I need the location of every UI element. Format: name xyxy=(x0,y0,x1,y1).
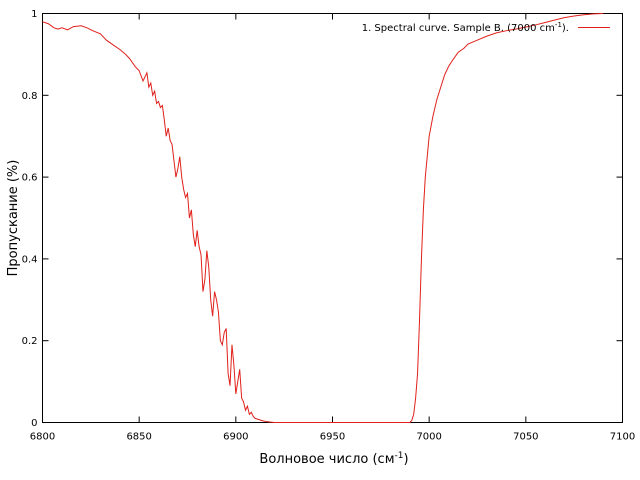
legend-entry-label: 1. Spectral curve. Sample B. (7000 cm-1)… xyxy=(362,21,569,34)
y-axis-label: Пропускание (%) xyxy=(6,160,21,277)
x-axis-ticks: 6800 6850 6900 6950 7000 7050 7100 xyxy=(30,13,635,443)
y-tick-label: 0 xyxy=(31,418,37,429)
x-tick-label: 6900 xyxy=(223,432,248,443)
y-tick-label: 0.2 xyxy=(22,336,38,347)
x-axis-label: Волновое число (см-1) xyxy=(259,451,408,467)
y-tick-label: 0.6 xyxy=(22,173,38,184)
y-tick-label: 0.4 xyxy=(22,254,38,265)
x-tick-label: 6850 xyxy=(126,432,151,443)
spectral-curve-line xyxy=(42,13,604,423)
x-tick-label: 7100 xyxy=(610,432,635,443)
y-axis-ticks: 0 0.2 0.4 0.6 0.8 1 xyxy=(22,9,623,429)
x-tick-label: 6950 xyxy=(320,432,345,443)
y-tick-label: 0.8 xyxy=(22,91,38,102)
x-tick-label: 6800 xyxy=(30,432,55,443)
x-tick-label: 7050 xyxy=(513,432,538,443)
legend: 1. Spectral curve. Sample B. (7000 cm-1)… xyxy=(362,21,610,34)
y-tick-label: 1 xyxy=(31,9,37,20)
plot-frame xyxy=(42,13,623,423)
x-tick-label: 7000 xyxy=(416,432,441,443)
